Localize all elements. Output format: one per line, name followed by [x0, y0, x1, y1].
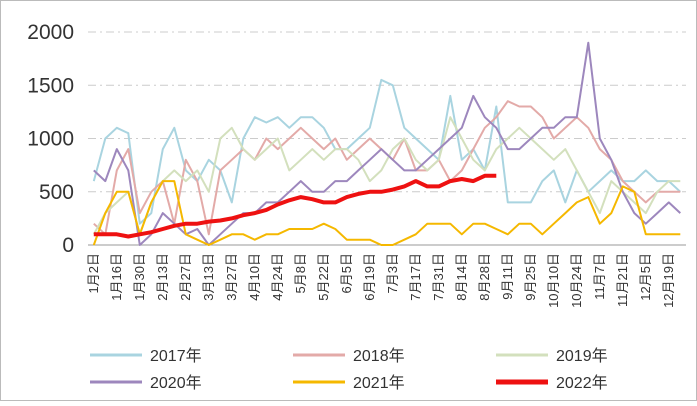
x-tick-label: 9月25日 [523, 253, 538, 301]
series-line [93, 41, 681, 246]
x-tick-label: 6月19日 [362, 253, 377, 301]
legend-label: 2018年 [353, 347, 405, 365]
x-tick-label: 11月21日 [615, 253, 630, 307]
legend-label: 2017年 [150, 347, 202, 365]
x-tick-label: 10月24日 [569, 253, 584, 308]
x-tick-label: 5月8日 [293, 253, 308, 293]
y-tick-label: 0 [62, 234, 74, 257]
x-tick-label: 5月22日 [316, 253, 331, 301]
series-line [92, 78, 681, 225]
x-tick-label: 7月17日 [408, 253, 423, 301]
x-tick-label: 1月16日 [109, 253, 124, 301]
x-tick-label: 1月2日 [86, 253, 101, 293]
series-line [92, 116, 681, 236]
x-tick-label: 6月5日 [339, 253, 354, 293]
x-tick-label: 1月30日 [132, 253, 147, 301]
x-tick-label: 3月27日 [224, 253, 239, 301]
series-line [93, 173, 497, 239]
x-tick-label: 4月24日 [270, 253, 285, 301]
x-tick-label: 3月13日 [201, 253, 216, 301]
legend-label: 2019年 [556, 347, 608, 365]
series-line [92, 180, 681, 246]
x-tick-label: 12月5日 [638, 253, 653, 301]
legend-label: 2021年 [353, 374, 405, 392]
x-tick-label: 10月10日 [546, 253, 561, 308]
x-tick-label: 8月14日 [454, 253, 469, 301]
x-tick-label: 9月11日 [500, 253, 515, 300]
y-tick-label: 2000 [27, 21, 74, 44]
y-tick-label: 1000 [27, 128, 74, 151]
legend-label: 2022年 [556, 374, 608, 392]
x-tick-label: 7月3日 [385, 253, 400, 293]
y-tick-label: 1500 [27, 74, 74, 97]
x-tick-label: 8月28日 [477, 253, 492, 301]
x-tick-label: 2月13日 [155, 253, 170, 301]
x-tick-label: 12月19日 [661, 253, 676, 308]
y-tick-label: 500 [39, 181, 74, 204]
x-tick-label: 4月10日 [247, 253, 262, 301]
x-tick-label: 11月7日 [592, 253, 607, 300]
legend-label: 2020年 [150, 374, 202, 392]
x-tick-label: 7月31日 [431, 253, 446, 301]
x-tick-label: 2月27日 [178, 253, 193, 301]
